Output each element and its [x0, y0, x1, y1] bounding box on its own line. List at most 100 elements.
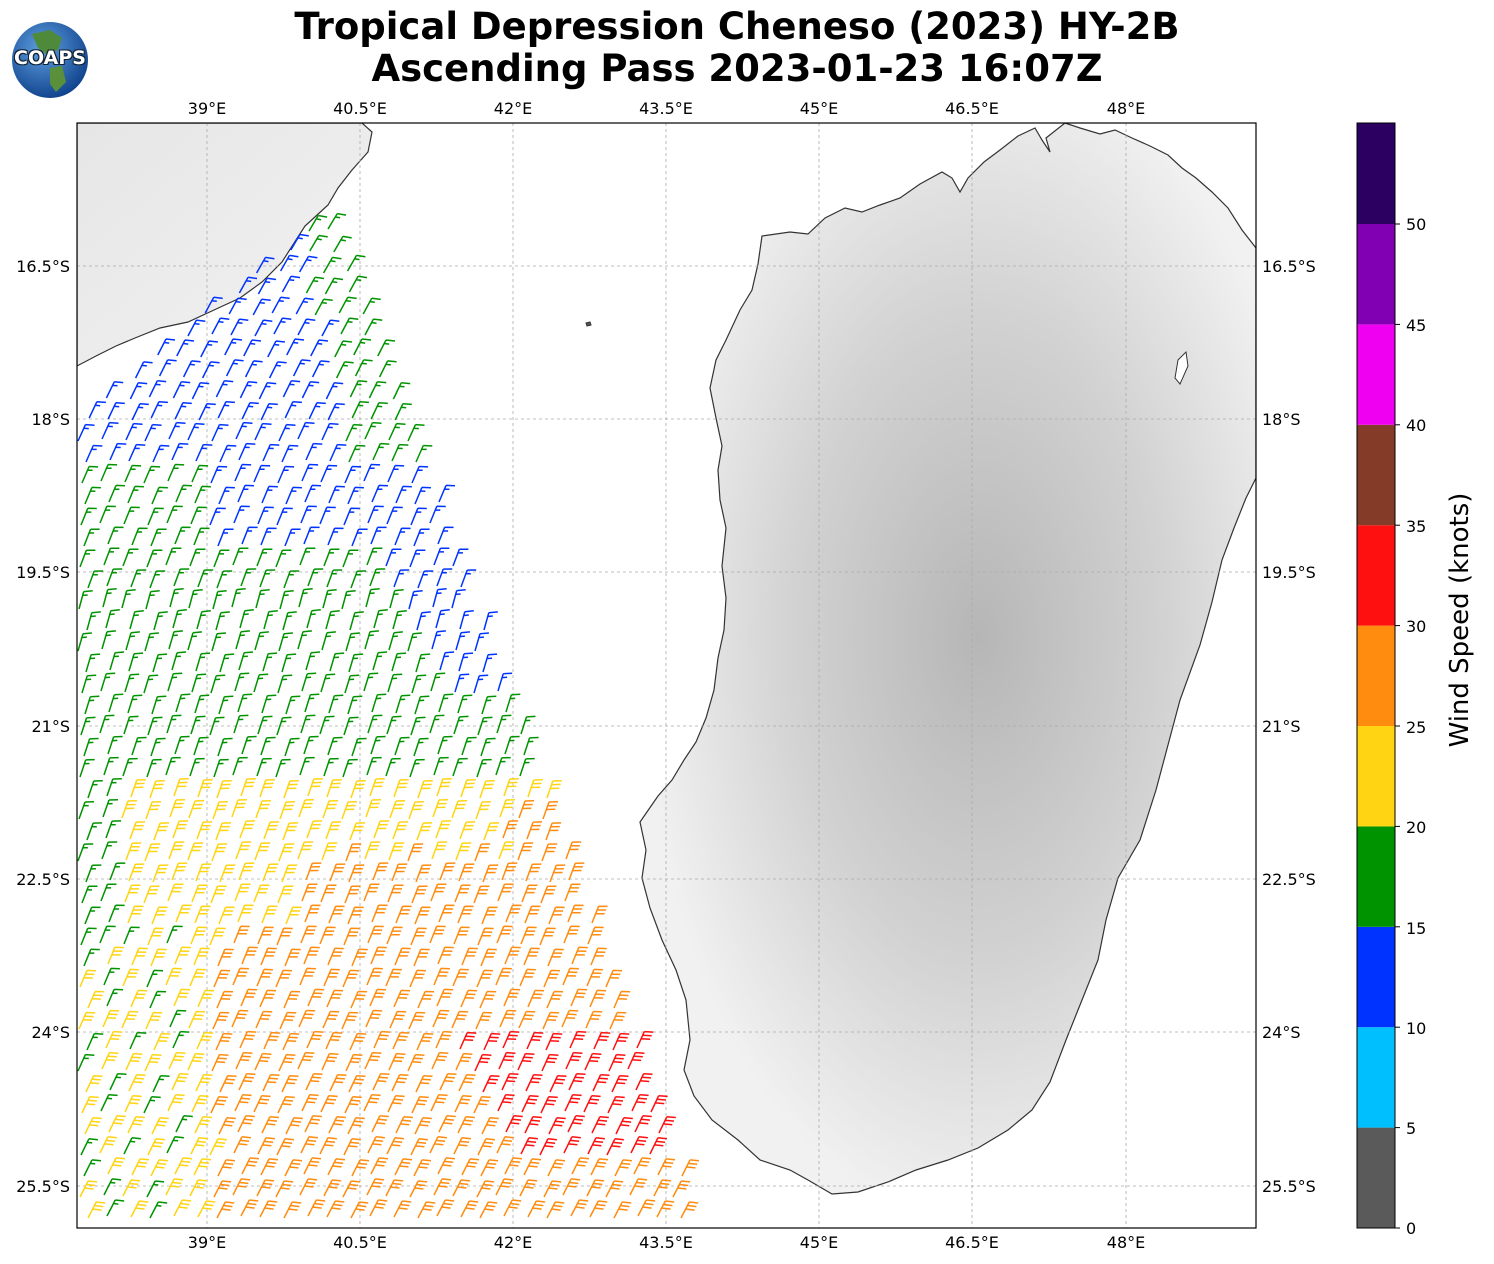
wind-barb	[105, 609, 120, 629]
wind-barb	[240, 988, 258, 1007]
wind-barb	[145, 590, 160, 610]
wind-barb	[196, 610, 211, 630]
wind-barb	[372, 862, 389, 881]
wind-barb	[256, 757, 272, 777]
wind-barb	[152, 653, 168, 673]
wind-barb	[372, 442, 390, 461]
colorbar-label-box: Wind Speed (knots)	[1400, 493, 1494, 748]
wind-barb	[415, 864, 432, 883]
wind-barb	[304, 484, 322, 503]
wind-barb	[353, 338, 372, 356]
wind-barb	[144, 423, 162, 442]
wind-barb	[217, 737, 233, 757]
wind-barb	[517, 842, 534, 861]
wind-barb	[257, 506, 274, 525]
wind-barb	[438, 1115, 456, 1133]
wind-barb	[474, 632, 489, 652]
wind-barb	[77, 632, 92, 652]
wind-barb	[191, 464, 209, 483]
wind-barb	[211, 1053, 229, 1072]
wind-barb	[347, 906, 364, 925]
wind-barb	[303, 1157, 322, 1175]
wind-barb	[262, 443, 280, 462]
wind-barb	[77, 423, 95, 442]
wind-barb	[323, 757, 339, 777]
wind-barb	[262, 863, 279, 882]
wind-barb	[389, 1010, 407, 1029]
wind-barb	[371, 904, 388, 923]
wind-barb	[345, 843, 362, 862]
wind-barb	[218, 1117, 236, 1135]
wind-barb	[416, 822, 433, 841]
wind-barb	[417, 570, 434, 589]
wind-barb	[144, 632, 159, 652]
wind-barb	[342, 758, 358, 778]
wind-barb	[297, 421, 315, 440]
wind-barb	[431, 630, 446, 650]
wind-barb	[147, 507, 164, 526]
wind-barb	[121, 588, 136, 609]
wind-barb	[564, 883, 581, 902]
wind-barb	[255, 1010, 273, 1029]
wind-barb	[430, 672, 446, 692]
wind-barb	[370, 401, 388, 420]
wind-barb	[257, 277, 277, 295]
wind-barb	[417, 990, 435, 1009]
wind-barb	[128, 1073, 146, 1092]
wind-barb	[85, 653, 101, 673]
wind-barb	[99, 1136, 117, 1154]
wind-barb	[327, 947, 344, 966]
wind-barb	[520, 926, 537, 945]
wind-barb	[219, 1074, 237, 1093]
wind-barb	[321, 1052, 339, 1071]
wind-barb	[451, 1010, 469, 1029]
colorbar-frame	[1356, 122, 1396, 1229]
wind-barb	[231, 587, 246, 608]
wind-barb	[455, 1052, 473, 1071]
wind-barb	[366, 967, 383, 986]
wind-barb	[101, 421, 119, 440]
wind-barb	[409, 549, 426, 568]
wind-barb	[371, 484, 389, 503]
wind-barb	[187, 422, 205, 441]
wind-barb	[459, 821, 476, 840]
wind-barb	[410, 716, 426, 736]
wind-barb	[131, 1158, 150, 1176]
wind-barb	[367, 1136, 385, 1154]
wind-barb	[309, 234, 328, 252]
wind-barb	[407, 632, 422, 652]
wind-barb	[123, 715, 139, 735]
wind-barb	[389, 588, 404, 609]
wind-barb	[176, 339, 195, 357]
wind-barb	[388, 842, 405, 861]
wind-barb	[261, 905, 278, 924]
wind-barb	[268, 361, 287, 379]
wind-barb	[497, 883, 514, 902]
wind-barb	[320, 673, 336, 693]
wind-barb	[341, 1011, 359, 1030]
wind-barb	[633, 1157, 652, 1175]
wind-barb	[565, 841, 582, 860]
wind-barb	[123, 1137, 141, 1155]
wind-barb	[86, 1032, 104, 1051]
wind-barb	[109, 442, 127, 461]
wind-barb	[215, 380, 234, 398]
wind-barb	[429, 1136, 447, 1154]
wind-barb	[525, 863, 542, 882]
wind-barb	[477, 1138, 495, 1156]
wind-barb	[81, 674, 97, 694]
wind-barb	[527, 989, 545, 1008]
wind-barb	[503, 988, 521, 1007]
wind-barb	[152, 444, 170, 463]
wind-barb	[503, 777, 519, 797]
wind-barb	[304, 693, 320, 713]
wind-barb	[211, 317, 230, 335]
wind-barb	[187, 842, 204, 861]
wind-barb	[407, 423, 425, 442]
wind-barb	[143, 674, 159, 694]
wind-barb	[88, 400, 106, 419]
wind-barb	[482, 1074, 500, 1093]
wind-barb	[103, 756, 119, 776]
wind-barb	[354, 359, 373, 377]
wind-barb	[128, 863, 145, 882]
